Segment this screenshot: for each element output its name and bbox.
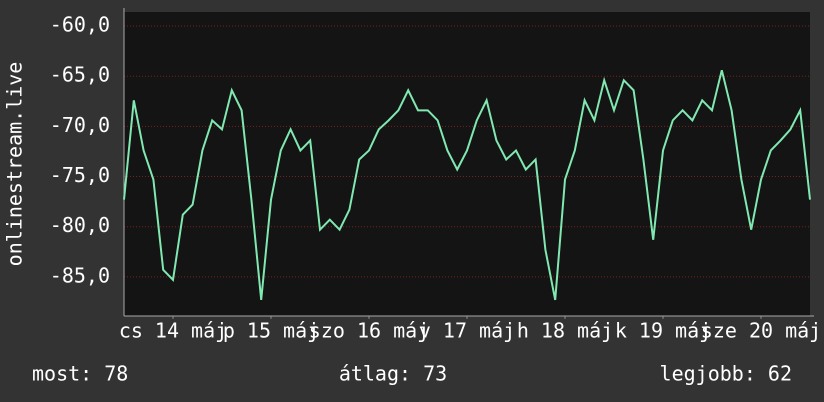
x-tick-label: k 19 máj [615,319,711,343]
x-tick-label: sze 20 máj [701,319,821,343]
x-tick-label: h 18 máj [517,319,613,343]
footer-average: átlag: 73 [339,362,447,386]
x-tick-label: p 15 máj [223,319,319,343]
plot-area [124,12,810,316]
y-tick-label: -85,0 [50,263,110,287]
y-axis-label: onlinestream.live [3,62,27,267]
line-series [123,69,811,301]
x-tick-label: cs 14 máj [119,319,227,343]
x-tick-label: v 17 máj [419,319,515,343]
y-tick-label: -70,0 [50,113,110,137]
y-tick-label: -65,0 [50,63,110,87]
footer-now: most: 78 [32,362,128,386]
y-tick-label: -60,0 [50,13,110,37]
footer-best: legjobb: 62 [660,362,792,386]
y-tick-label: -75,0 [50,163,110,187]
y-tick-label: -80,0 [50,213,110,237]
x-tick-label: szo 16 máj [309,319,429,343]
